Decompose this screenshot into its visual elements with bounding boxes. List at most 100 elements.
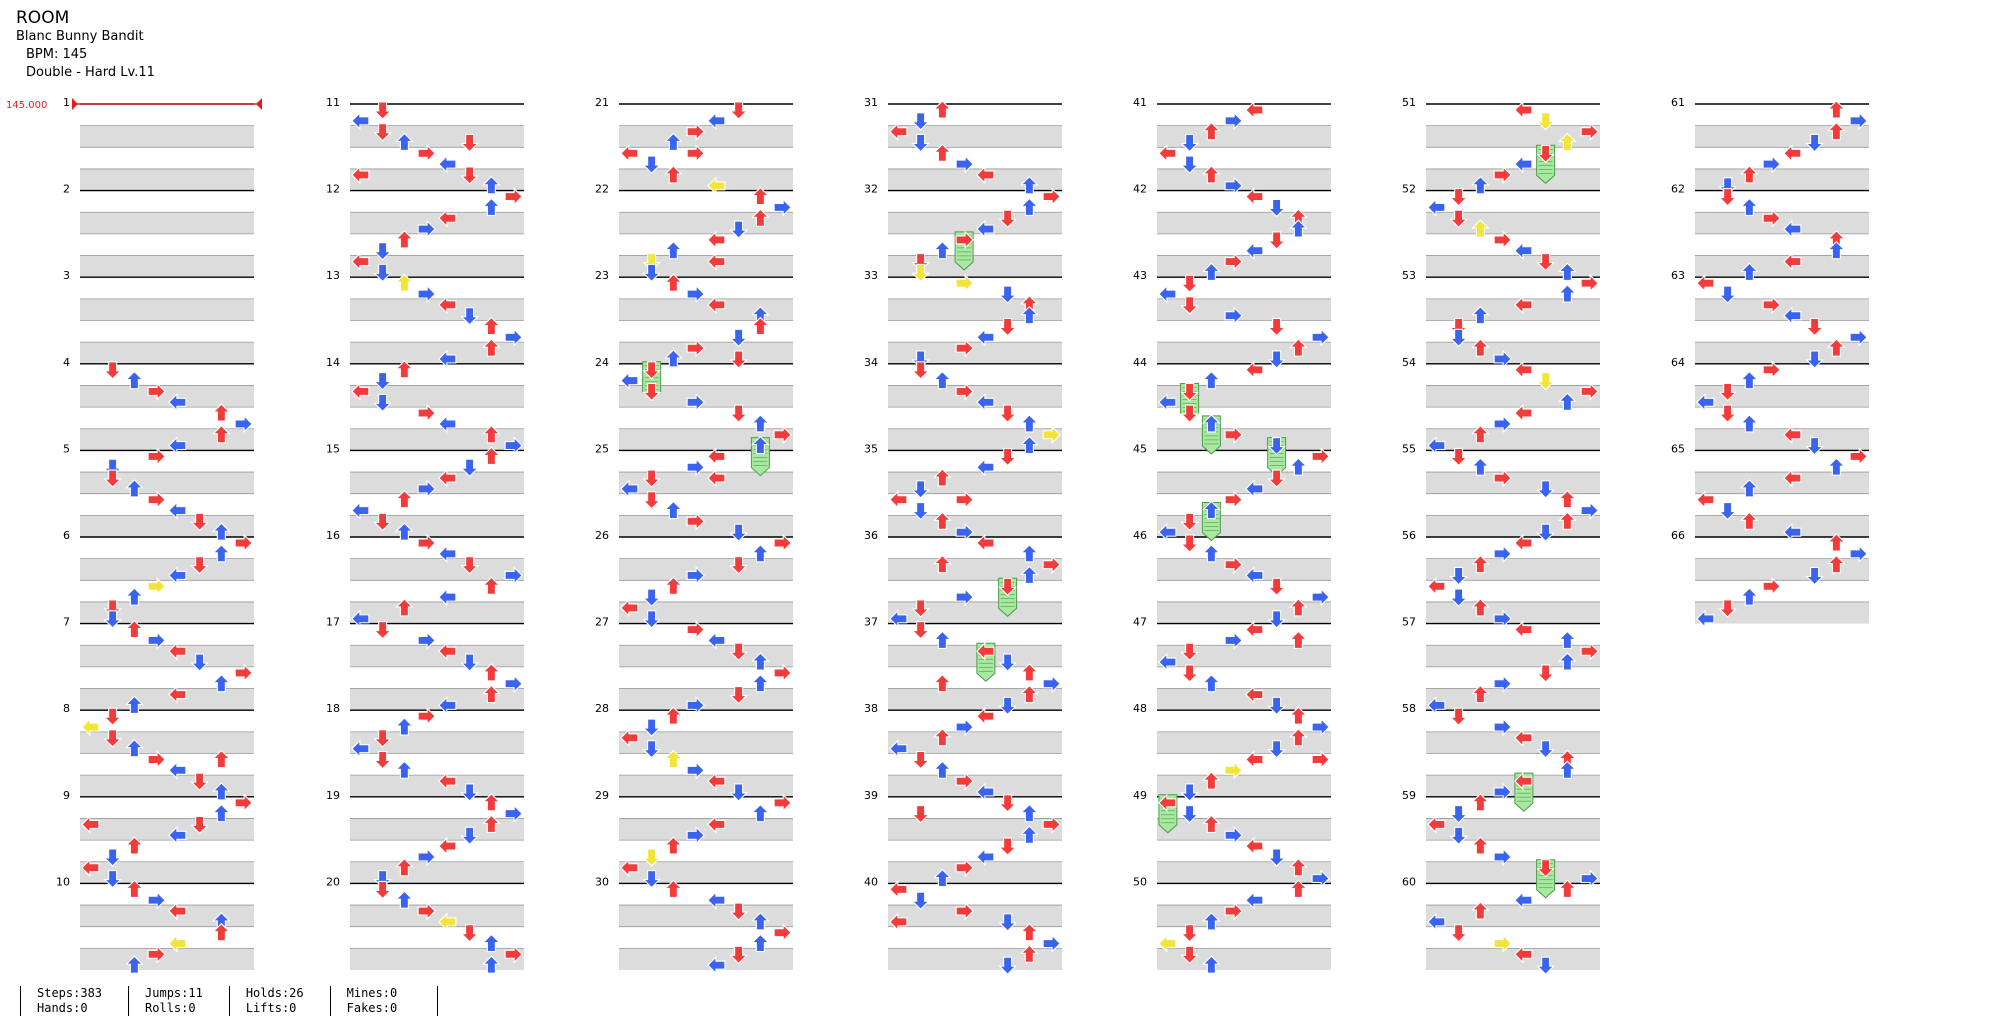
measure-number: 33 [864,269,878,282]
beat-stripe [619,861,793,884]
step-arrow [707,176,726,196]
step-arrow [1289,598,1308,617]
beat-stripe [350,472,524,494]
step-arrow [1718,599,1737,618]
beat-stripe [619,298,793,321]
step-arrow [1740,414,1759,433]
measure-number: 15 [326,442,340,455]
step-arrow [438,696,457,715]
step-arrow [773,793,792,813]
step-arrow [1158,392,1177,412]
step-arrow [911,263,930,283]
bpm-start-marker [72,98,78,110]
step-arrow [1202,165,1221,184]
step-arrow [125,879,144,898]
step-arrow [125,587,144,606]
step-arrow [976,782,995,802]
step-arrow [1536,664,1555,683]
beat-stripe [1426,775,1600,797]
step-arrow [1536,372,1555,391]
measure-number: 64 [1671,356,1685,369]
step-arrow [1245,685,1264,704]
step-arrow [395,760,414,779]
step-arrow [686,620,705,639]
stat-lifts: Lifts:0 [245,1001,297,1015]
step-arrow [125,479,144,498]
beat-stripe [1157,818,1331,841]
step-arrow [125,619,144,639]
stat-holds: Holds:26 [245,986,304,1000]
step-arrow [976,219,995,239]
step-arrow [1020,175,1039,195]
stat-group: Steps:383 Hands:0 [20,986,128,1016]
beat-stripe [888,515,1062,537]
step-arrow [1020,414,1039,433]
step-arrow [1696,490,1715,510]
beat-stripe [1157,515,1331,537]
step-arrow [417,219,436,239]
step-arrow [933,554,952,574]
step-arrow [976,392,995,412]
step-arrow [773,663,792,683]
beat-stripe [80,212,254,234]
step-arrow [664,576,683,595]
step-arrow [1158,652,1177,672]
note-layer [1696,100,1868,629]
step-arrow [1289,338,1308,357]
step-arrow [438,771,457,791]
beat-stripe [1157,731,1331,754]
step-arrow [998,577,1017,597]
step-arrow [147,490,166,510]
beat-stripe [1695,298,1869,321]
step-arrow [707,230,726,250]
step-arrow [1536,112,1555,131]
beat-stripe [619,775,793,797]
beat-stripe [888,472,1062,494]
step-arrow [1449,209,1468,229]
step-arrow [933,760,952,779]
step-arrow [729,945,748,965]
step-arrow [168,566,187,585]
beat-stripe [1426,342,1600,364]
step-arrow [482,955,501,974]
step-arrow [1493,847,1512,867]
step-arrow [642,382,661,402]
measure-number: 32 [864,183,878,196]
step-arrow [351,739,370,759]
step-arrow [998,447,1017,467]
measure-number: 20 [326,875,340,888]
step-arrow [664,165,683,184]
step-arrow [1514,360,1533,380]
beat-stripe [888,775,1062,797]
measure-number: 58 [1402,702,1416,715]
step-arrow [620,858,639,878]
measure-number: 47 [1133,616,1147,629]
step-arrow [664,879,683,898]
step-arrow [1042,934,1061,953]
beat-stripe [80,905,254,927]
step-arrow [482,793,501,812]
measure-number: 37 [864,616,878,629]
step-arrow [1267,740,1286,759]
measure-number: 34 [864,356,878,369]
measure-number: 62 [1671,183,1685,196]
step-arrow [1245,241,1264,261]
step-arrow [998,285,1017,304]
beat-stripe [350,428,524,451]
measure-number: 42 [1133,183,1147,196]
measure-number: 11 [326,96,340,109]
step-arrow [686,392,705,412]
beat-stripe [888,125,1062,148]
step-arrow [1224,176,1243,196]
step-arrow [664,349,683,368]
step-arrow [1224,111,1243,131]
step-arrow [1180,404,1199,423]
step-arrow [976,533,995,553]
step-arrow [395,598,414,617]
measure-number: 21 [595,96,609,109]
step-arrow [190,556,209,575]
measure-number: 52 [1402,183,1416,196]
beat-stripe [80,731,254,754]
step-arrow [373,750,392,770]
step-arrow [1493,165,1512,185]
